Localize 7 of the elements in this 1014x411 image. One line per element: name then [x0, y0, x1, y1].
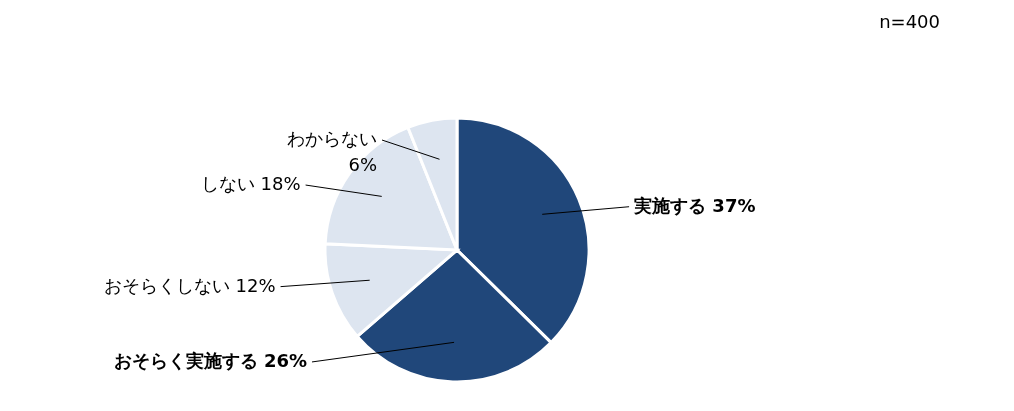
slice-label: わからない: [287, 128, 377, 150]
text: n=400: [879, 11, 940, 32]
slice-label: 実施する 37%: [633, 194, 756, 216]
data-label: 6%: [348, 154, 377, 176]
slice-label: おそらく実施する 26%: [113, 349, 307, 371]
slice-label: しない 18%: [200, 173, 301, 195]
slice-label: おそらくしない 12%: [103, 274, 276, 296]
